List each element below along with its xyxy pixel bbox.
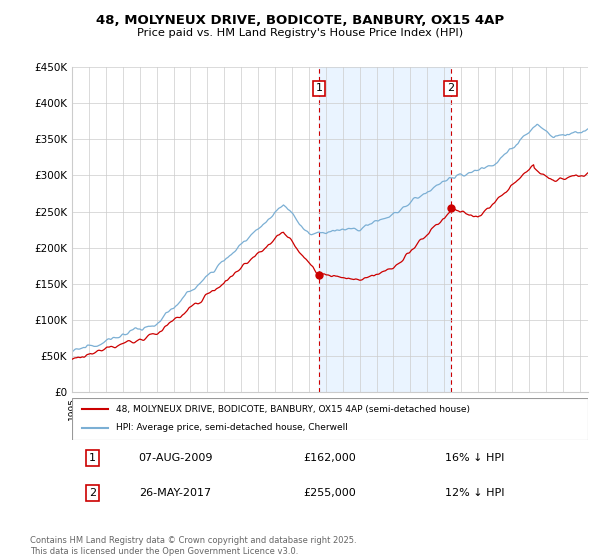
Text: 07-AUG-2009: 07-AUG-2009 xyxy=(138,453,212,463)
Text: 1: 1 xyxy=(89,453,96,463)
Text: Price paid vs. HM Land Registry's House Price Index (HPI): Price paid vs. HM Land Registry's House … xyxy=(137,28,463,38)
Text: £255,000: £255,000 xyxy=(304,488,356,498)
Text: Contains HM Land Registry data © Crown copyright and database right 2025.
This d: Contains HM Land Registry data © Crown c… xyxy=(30,536,356,556)
Text: 2: 2 xyxy=(89,488,96,498)
Text: 48, MOLYNEUX DRIVE, BODICOTE, BANBURY, OX15 4AP: 48, MOLYNEUX DRIVE, BODICOTE, BANBURY, O… xyxy=(96,14,504,27)
Text: 12% ↓ HPI: 12% ↓ HPI xyxy=(445,488,504,498)
Text: HPI: Average price, semi-detached house, Cherwell: HPI: Average price, semi-detached house,… xyxy=(116,423,348,432)
Text: 26-MAY-2017: 26-MAY-2017 xyxy=(139,488,211,498)
Text: 1: 1 xyxy=(316,83,323,94)
Text: 48, MOLYNEUX DRIVE, BODICOTE, BANBURY, OX15 4AP (semi-detached house): 48, MOLYNEUX DRIVE, BODICOTE, BANBURY, O… xyxy=(116,405,470,414)
Text: £162,000: £162,000 xyxy=(304,453,356,463)
Text: 16% ↓ HPI: 16% ↓ HPI xyxy=(445,453,504,463)
FancyBboxPatch shape xyxy=(72,398,588,440)
Text: 2: 2 xyxy=(447,83,454,94)
